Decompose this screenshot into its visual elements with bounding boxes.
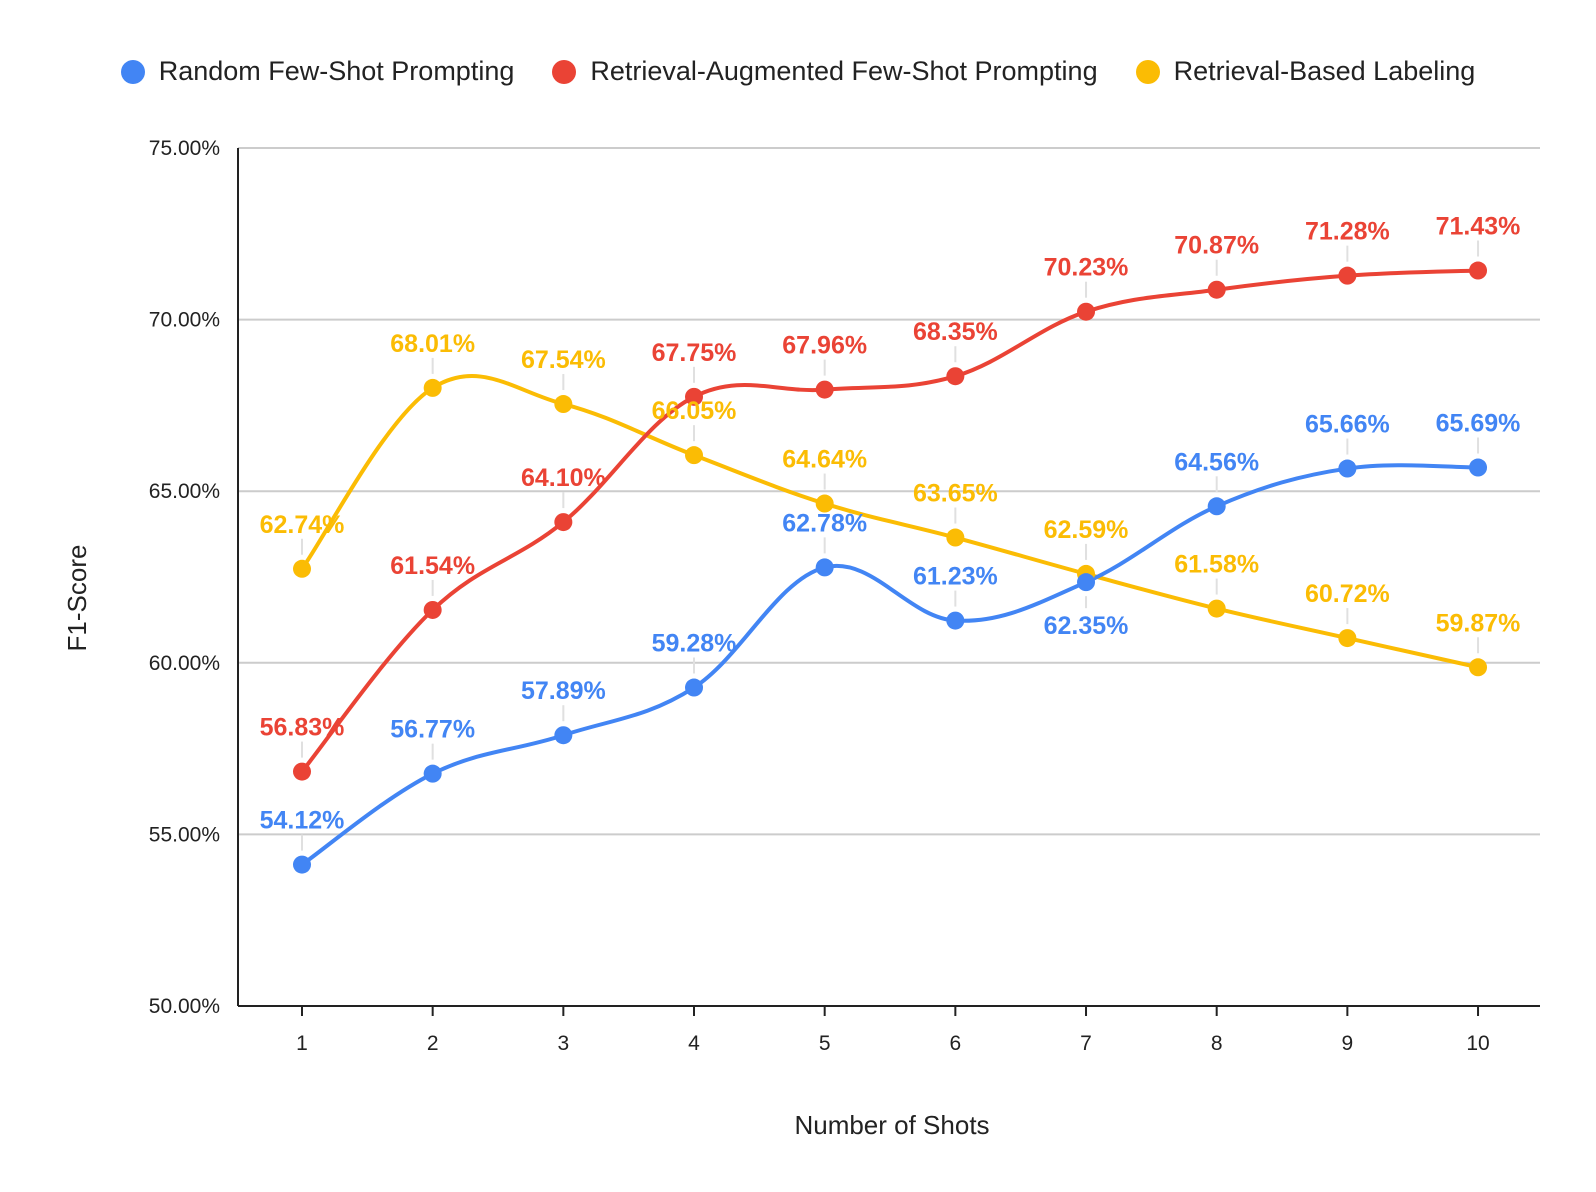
data-label-retrieval-based: 64.64% xyxy=(782,446,867,474)
gridlines xyxy=(238,147,1540,836)
series-lines xyxy=(300,268,1479,867)
data-point-retrieval-based[interactable] xyxy=(1338,629,1357,648)
data-point-random[interactable] xyxy=(1338,459,1357,478)
data-point-retrieval-augmented[interactable] xyxy=(1077,302,1096,321)
legend: Random Few-Shot Prompting Retrieval-Augm… xyxy=(0,56,1596,87)
legend-item-retrieval-based[interactable]: Retrieval-Based Labeling xyxy=(1135,56,1476,87)
series-line-retrieval-based xyxy=(300,374,1479,670)
data-point-random[interactable] xyxy=(554,726,573,745)
data-label-random: 59.28% xyxy=(652,630,737,658)
data-label-random: 56.77% xyxy=(390,716,475,744)
data-points xyxy=(293,261,1488,874)
x-tick-label: 4 xyxy=(688,1032,700,1055)
data-point-random[interactable] xyxy=(815,558,834,577)
legend-label-retrieval-based: Retrieval-Based Labeling xyxy=(1173,56,1476,86)
x-tick-label: 2 xyxy=(427,1032,439,1055)
series-line-retrieval-augmented xyxy=(300,268,1479,773)
data-label-random: 62.35% xyxy=(1044,612,1129,640)
x-tick-label: 3 xyxy=(557,1032,569,1055)
data-label-retrieval-based: 61.58% xyxy=(1174,551,1259,579)
data-label-retrieval-augmented: 71.43% xyxy=(1436,213,1521,241)
series-line-random xyxy=(300,463,1479,867)
data-label-random: 64.56% xyxy=(1174,448,1259,476)
legend-label-retrieval-augmented: Retrieval-Augmented Few-Shot Prompting xyxy=(590,56,1098,86)
data-label-retrieval-augmented: 70.23% xyxy=(1044,254,1129,282)
data-point-random[interactable] xyxy=(946,611,965,630)
data-label-retrieval-based: 66.05% xyxy=(652,397,737,425)
data-label-random: 61.23% xyxy=(913,563,998,591)
x-tick-label: 5 xyxy=(819,1032,831,1055)
data-label-retrieval-augmented: 71.28% xyxy=(1305,218,1390,246)
y-tick-label: 70.00% xyxy=(149,309,220,332)
y-tick-label: 75.00% xyxy=(149,137,220,160)
data-label-retrieval-based: 59.87% xyxy=(1436,609,1521,637)
data-point-retrieval-augmented[interactable] xyxy=(685,387,704,406)
legend-marker-retrieval-augmented xyxy=(552,59,577,84)
data-label-retrieval-augmented: 64.10% xyxy=(521,464,606,492)
data-point-retrieval-based[interactable] xyxy=(554,395,573,414)
data-label-retrieval-augmented: 67.75% xyxy=(652,339,737,367)
data-label-retrieval-augmented: 67.96% xyxy=(782,332,867,360)
x-tick-label: 1 xyxy=(296,1032,308,1055)
y-axis-title: F1-Score xyxy=(62,545,92,652)
y-tick-label: 55.00% xyxy=(149,823,220,846)
data-labels: 62.74% 68.01% 67.54% 66.05% 64.64% 63.65% 62.5… xyxy=(260,213,1521,835)
data-point-random[interactable] xyxy=(1469,458,1488,477)
legend-item-retrieval-augmented[interactable]: Retrieval-Augmented Few-Shot Prompting xyxy=(552,56,1098,87)
data-point-random[interactable] xyxy=(293,855,311,874)
data-point-retrieval-based[interactable] xyxy=(1469,658,1488,677)
data-label-retrieval-augmented: 56.83% xyxy=(260,714,345,742)
data-label-retrieval-augmented: 70.87% xyxy=(1174,232,1259,260)
data-point-retrieval-based[interactable] xyxy=(685,446,704,465)
data-point-retrieval-augmented[interactable] xyxy=(293,762,311,781)
axes: F1-Score Number of Shots 50.00% 55.00% 60.… xyxy=(62,137,1540,1140)
data-point-retrieval-based[interactable] xyxy=(946,528,965,547)
data-label-retrieval-augmented: 68.35% xyxy=(913,318,998,346)
data-label-random: 65.66% xyxy=(1305,411,1390,439)
x-tick-label: 8 xyxy=(1211,1032,1223,1055)
data-point-random[interactable] xyxy=(1207,497,1226,516)
x-tick-label: 10 xyxy=(1466,1032,1489,1055)
data-label-random: 57.89% xyxy=(521,677,606,705)
data-point-retrieval-based[interactable] xyxy=(1207,599,1226,618)
data-label-retrieval-based: 68.01% xyxy=(390,330,475,358)
y-tick-label: 60.00% xyxy=(149,652,220,675)
data-label-retrieval-based: 63.65% xyxy=(913,480,998,508)
legend-marker-retrieval-based xyxy=(1135,59,1160,84)
data-label-retrieval-based: 60.72% xyxy=(1305,580,1390,608)
data-point-retrieval-augmented[interactable] xyxy=(1207,280,1226,299)
data-point-retrieval-augmented[interactable] xyxy=(815,380,834,399)
data-point-random[interactable] xyxy=(685,678,704,697)
label-guides xyxy=(301,240,1480,851)
x-tick-label: 7 xyxy=(1080,1032,1092,1055)
data-label-random: 54.12% xyxy=(260,807,345,835)
data-point-retrieval-based[interactable] xyxy=(423,378,442,397)
y-tick-label: 65.00% xyxy=(149,480,220,503)
x-axis-title: Number of Shots xyxy=(794,1110,989,1140)
legend-item-random[interactable]: Random Few-Shot Prompting xyxy=(120,56,515,87)
legend-marker-random xyxy=(120,59,145,84)
legend-label-random: Random Few-Shot Prompting xyxy=(158,56,515,86)
data-label-random: 65.69% xyxy=(1436,410,1521,438)
data-point-retrieval-augmented[interactable] xyxy=(946,367,965,386)
data-point-retrieval-augmented[interactable] xyxy=(1469,261,1488,280)
data-label-retrieval-based: 67.54% xyxy=(521,346,606,374)
data-point-retrieval-augmented[interactable] xyxy=(1338,266,1357,285)
data-point-retrieval-based[interactable] xyxy=(293,559,311,578)
data-point-random[interactable] xyxy=(423,764,442,783)
x-tick-label: 6 xyxy=(950,1032,962,1055)
data-point-retrieval-augmented[interactable] xyxy=(554,513,573,532)
x-tick-label: 9 xyxy=(1342,1032,1354,1055)
data-label-retrieval-based: 62.59% xyxy=(1044,516,1129,544)
y-tick-label: 50.00% xyxy=(149,995,220,1018)
data-point-random[interactable] xyxy=(1077,573,1096,592)
data-point-retrieval-based[interactable] xyxy=(815,494,834,513)
data-label-random: 62.78% xyxy=(782,509,867,537)
data-label-retrieval-augmented: 61.54% xyxy=(390,552,475,580)
data-label-retrieval-based: 62.74% xyxy=(260,511,345,539)
data-point-retrieval-augmented[interactable] xyxy=(423,600,442,619)
